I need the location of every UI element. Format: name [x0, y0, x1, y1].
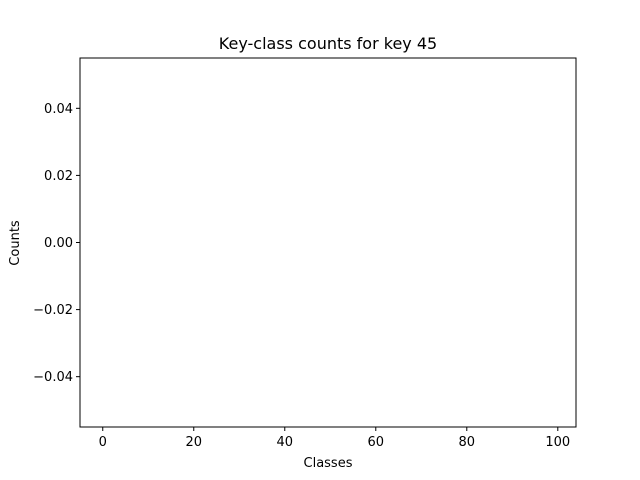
x-tick-label: 40 [276, 435, 293, 450]
x-axis-ticks: 0 20 40 60 80 100 [99, 427, 570, 450]
x-tick-label: 100 [545, 435, 570, 450]
y-axis-ticks: −0.04 −0.02 0.00 0.02 0.04 [33, 102, 80, 385]
y-tick-label: 0.04 [44, 102, 73, 117]
chart-title: Key-class counts for key 45 [219, 34, 437, 53]
y-axis-label: Counts [8, 220, 23, 266]
y-tick-label: −0.02 [33, 303, 73, 318]
y-tick-label: −0.04 [33, 370, 73, 385]
plot-frame [79, 57, 577, 428]
y-tick-label: 0.00 [44, 236, 73, 251]
x-tick-label: 20 [185, 435, 202, 450]
plot-area [80, 58, 576, 427]
x-tick-label: 0 [99, 435, 107, 450]
y-tick-label: 0.02 [44, 169, 73, 184]
x-tick-label: 60 [368, 435, 385, 450]
x-axis-label: Classes [304, 456, 353, 471]
x-tick-label: 80 [459, 435, 476, 450]
